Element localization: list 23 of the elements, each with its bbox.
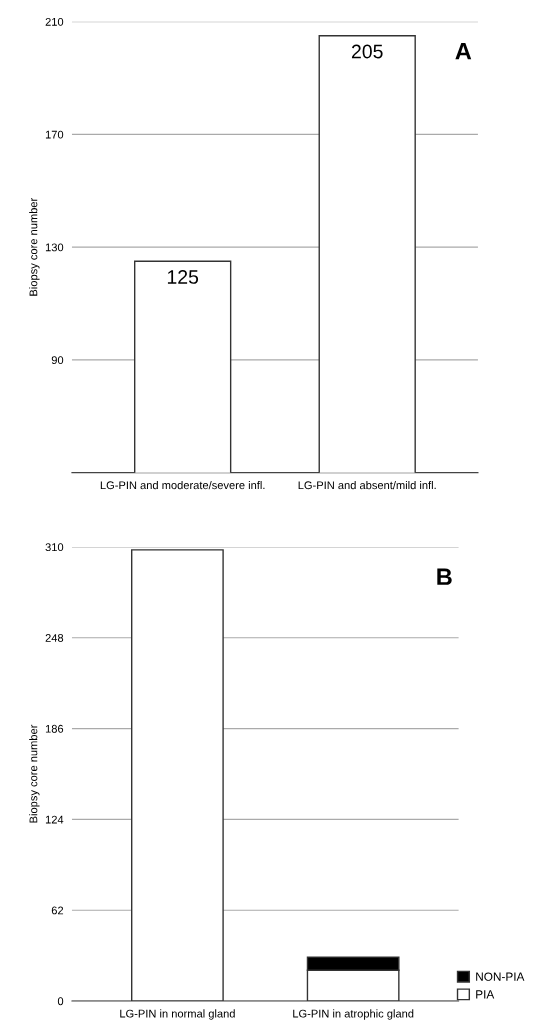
y-tick-label: 170 (45, 130, 64, 139)
y-axis-title: Biopsy core number (29, 197, 40, 296)
y-tick-label: 0 (57, 997, 64, 1006)
y-tick-label: 130 (45, 243, 64, 252)
y-tick-label: 248 (45, 634, 64, 642)
y-tick-label: 310 (45, 543, 64, 552)
x-tick-label: LG-PIN in atrophic gland (293, 1009, 414, 1020)
y-tick-label: 186 (45, 724, 64, 733)
legend-label: PIA (476, 990, 495, 999)
y-tick-label: 210 (45, 17, 64, 26)
x-tick-label: LG-PIN and moderate/severe infl. (100, 480, 265, 490)
y-tick-label: 124 (45, 815, 64, 824)
annotation: A (455, 43, 472, 60)
data-label: 125 (167, 270, 199, 284)
y-axis-title: Biopsy core number (29, 724, 40, 823)
legend-label: NON-PIA (476, 972, 525, 981)
annotation: B (437, 568, 452, 585)
y-tick-label: 90 (51, 356, 64, 365)
x-tick-label: LG-PIN and absent/mild infl. (298, 480, 436, 490)
x-tick-label: LG-PIN in normal gland (120, 1009, 235, 1020)
bar (131, 549, 224, 1002)
data-label: 205 (351, 44, 383, 59)
y-tick-label: 62 (51, 906, 64, 915)
